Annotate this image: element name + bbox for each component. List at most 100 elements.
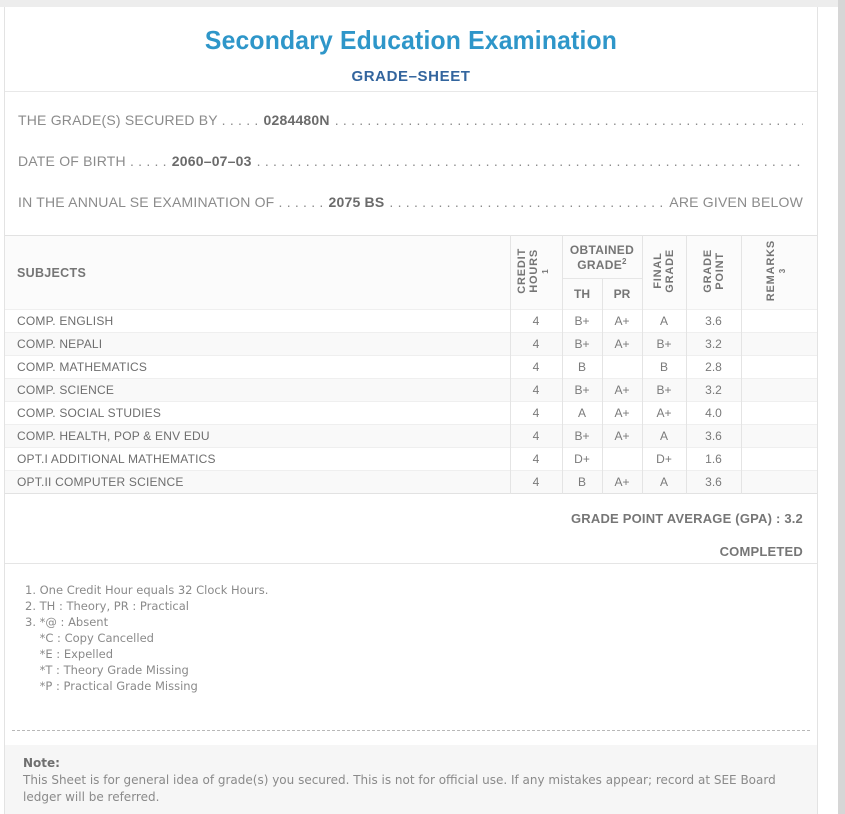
scrollbar-track[interactable]	[838, 0, 845, 814]
exam-year-value: 2075 BS	[328, 194, 385, 210]
footnote-line: 1. One Credit Hour equals 32 Clock Hours…	[25, 583, 269, 597]
remarks-cell	[740, 470, 817, 494]
subject-cell: COMP. SOCIAL STUDIES	[5, 401, 510, 425]
subject-cell: COMP. NEPALI	[5, 332, 510, 356]
grade-point-cell: 4.0	[685, 401, 741, 425]
grade-point-cell: 3.6	[685, 424, 741, 448]
table-row: COMP. SCIENCE 4 B+ A+ B+ 3.2	[5, 378, 817, 402]
table-row: COMP. ENGLISH 4 B+ A+ A 3.6	[5, 309, 817, 333]
info-line-date-of-birth: DATE OF BIRTH . . . . . 2060–07–03 . . .…	[18, 153, 803, 169]
table-row: OPT.II COMPUTER SCIENCE 4 B A+ A 3.6	[5, 470, 817, 494]
final-grade-cell: A+	[641, 401, 686, 425]
col-header-th: TH	[561, 278, 602, 310]
summary-section: GRADE POINT AVERAGE (GPA) : 3.2 COMPLETE…	[5, 494, 817, 564]
subject-cell: OPT.II COMPUTER SCIENCE	[5, 470, 510, 494]
theory-grade-cell: D+	[561, 447, 602, 471]
dob-value: 2060–07–03	[171, 153, 252, 169]
note-section: Note: This Sheet is for general idea of …	[5, 745, 817, 814]
dotted-filler: . . . . . . . . . . . . . . . . . . . . …	[389, 194, 664, 210]
grade-point-cell: 3.2	[685, 378, 741, 402]
final-grade-cell: B+	[641, 332, 686, 356]
candidate-info: THE GRADE(S) SECURED BY . . . . . 028448…	[5, 92, 817, 235]
grade-point-cell: 1.6	[685, 447, 741, 471]
credit-hours-cell: 4	[509, 355, 562, 379]
table-row: COMP. MATHEMATICS 4 B B 2.8	[5, 355, 817, 379]
col-header-pr: PR	[601, 278, 642, 310]
subject-cell: COMP. ENGLISH	[5, 309, 510, 333]
subject-cell: COMP. MATHEMATICS	[5, 355, 510, 379]
footnote-line: 3. *@ : Absent	[25, 615, 109, 629]
final-grade-line2: GRADE	[664, 249, 676, 293]
dotted-filler: . . . . . . . . . . . . . . . . . . . . …	[334, 112, 803, 128]
grade-point-line1: GRADE	[701, 249, 714, 293]
symbol-number-value: 0284480N	[263, 112, 330, 128]
grade-sheet-panel: Secondary Education Examination GRADE–SH…	[4, 7, 818, 814]
practical-grade-cell: A+	[601, 424, 642, 448]
footnote-line: *P : Practical Grade Missing	[25, 679, 198, 693]
final-grade-cell: A	[641, 309, 686, 333]
practical-grade-cell: A+	[601, 470, 642, 494]
remarks-cell	[740, 355, 817, 379]
credit-hours-line2: HOURS 1	[527, 249, 550, 293]
subject-cell: COMP. SCIENCE	[5, 378, 510, 402]
col-header-remarks: REMARKS 3	[740, 235, 817, 310]
theory-grade-cell: B+	[561, 309, 602, 333]
table-row: COMP. NEPALI 4 B+ A+ B+ 3.2	[5, 332, 817, 356]
grade-point-cell: 3.6	[685, 309, 741, 333]
remarks-label: REMARKS 3	[764, 240, 787, 302]
credit-hours-line1: CREDIT	[515, 248, 528, 294]
info-line-grades-secured-by: THE GRADE(S) SECURED BY . . . . . 028448…	[18, 112, 803, 128]
note-label: Note:	[23, 756, 60, 770]
footnote-line: *T : Theory Grade Missing	[25, 663, 189, 677]
remarks-cell	[740, 378, 817, 402]
credit-hours-cell: 4	[509, 401, 562, 425]
footnote-line: 2. TH : Theory, PR : Practical	[25, 599, 189, 613]
credit-hours-cell: 4	[509, 378, 562, 402]
dob-label: DATE OF BIRTH . . . . .	[18, 153, 167, 169]
footnote-line: *E : Expelled	[25, 647, 114, 661]
dashed-divider	[12, 730, 810, 731]
theory-grade-cell: B+	[561, 332, 602, 356]
theory-grade-cell: A	[561, 401, 602, 425]
practical-grade-cell: A+	[601, 332, 642, 356]
practical-grade-cell: A+	[601, 309, 642, 333]
practical-grade-cell: A+	[601, 401, 642, 425]
final-grade-line1: FINAL	[652, 252, 664, 290]
exam-year-label: IN THE ANNUAL SE EXAMINATION OF . . . . …	[18, 194, 324, 210]
final-grade-cell: B+	[641, 378, 686, 402]
remarks-cell	[740, 309, 817, 333]
practical-grade-cell: A+	[601, 378, 642, 402]
note-text: This Sheet is for general idea of grade(…	[23, 773, 776, 804]
grade-point-cell: 2.8	[685, 355, 741, 379]
table-row: COMP. SOCIAL STUDIES 4 A A+ A+ 4.0	[5, 401, 817, 425]
final-grade-cell: D+	[641, 447, 686, 471]
footnotes-section: 1. One Credit Hour equals 32 Clock Hours…	[5, 564, 817, 694]
theory-grade-cell: B	[561, 355, 602, 379]
footnote-line: *C : Copy Cancelled	[25, 631, 154, 645]
col-header-credit-hours: CREDIT HOURS 1	[509, 235, 562, 310]
grades-secured-label: THE GRADE(S) SECURED BY . . . . .	[18, 112, 259, 128]
table-row: OPT.I ADDITIONAL MATHEMATICS 4 D+ D+ 1.6	[5, 447, 817, 471]
col-header-obtained-grade: OBTAINED GRADE2	[561, 235, 642, 279]
col-header-subjects: SUBJECTS	[5, 235, 510, 310]
remarks-cell	[740, 401, 817, 425]
col-header-grade-point: GRADE POINT	[685, 235, 741, 310]
dotted-filler: . . . . . . . . . . . . . . . . . . . . …	[256, 153, 803, 169]
status-completed: COMPLETED	[719, 544, 803, 559]
grade-point-cell: 3.6	[685, 470, 741, 494]
page-subtitle: GRADE–SHEET	[351, 68, 471, 85]
credit-hours-cell: 4	[509, 424, 562, 448]
practical-grade-cell	[601, 355, 642, 379]
info-line-examination-year: IN THE ANNUAL SE EXAMINATION OF . . . . …	[18, 194, 803, 210]
subject-cell: OPT.I ADDITIONAL MATHEMATICS	[5, 447, 510, 471]
col-header-final-grade: FINAL GRADE	[641, 235, 686, 310]
theory-grade-cell: B	[561, 470, 602, 494]
are-given-below-label: ARE GIVEN BELOW	[669, 194, 803, 210]
page-title: Secondary Education Examination	[204, 25, 618, 55]
sheet-header: Secondary Education Examination GRADE–SH…	[5, 7, 817, 92]
theory-grade-cell: B+	[561, 424, 602, 448]
gpa-line: GRADE POINT AVERAGE (GPA) : 3.2	[570, 511, 803, 526]
theory-grade-cell: B+	[561, 378, 602, 402]
grade-point-cell: 3.2	[685, 332, 741, 356]
remarks-cell	[740, 424, 817, 448]
